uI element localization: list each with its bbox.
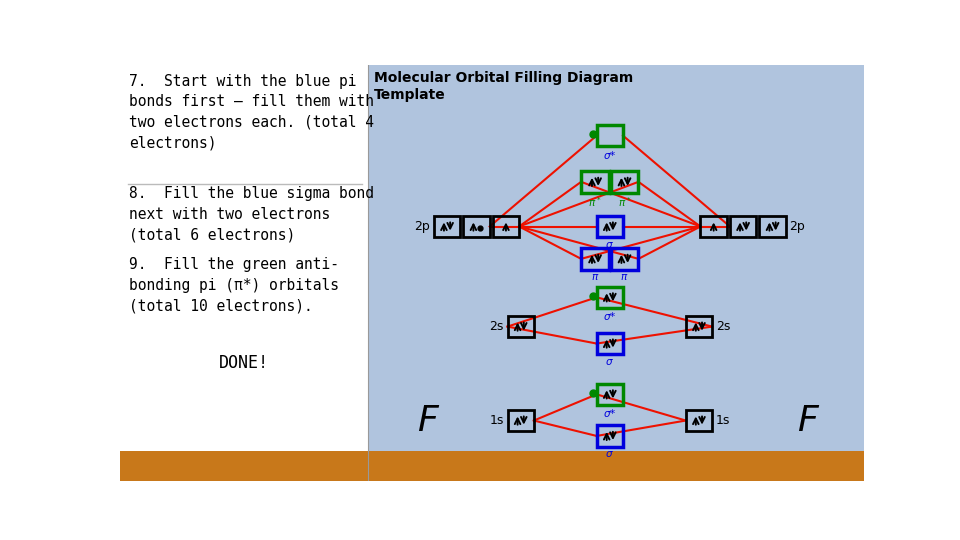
Text: 8.  Fill the blue sigma bond
next with two electrons
(total 6 electrons): 8. Fill the blue sigma bond next with tw… [130,186,374,242]
Text: $\pi$: $\pi$ [620,272,629,282]
Bar [685,410,712,431]
Bar [508,316,534,338]
Text: $\pi^*$: $\pi^*$ [617,195,632,209]
Text: $\sigma$: $\sigma$ [606,240,614,249]
Text: DONE!: DONE! [219,354,269,372]
Text: F: F [797,403,818,437]
Bar [730,215,756,237]
Text: Molecular Orbital Filling Diagram
Template: Molecular Orbital Filling Diagram Templa… [374,71,634,102]
Bar [611,171,638,193]
Text: $\sigma$*: $\sigma$* [603,408,616,420]
Text: $\sigma$*: $\sigma$* [603,310,616,322]
Bar [596,383,623,405]
Bar [492,215,519,237]
Bar [368,65,864,451]
Text: $\pi^*$: $\pi^*$ [588,195,602,209]
Bar [759,215,785,237]
Bar [434,215,460,237]
Bar [508,410,534,431]
Bar [581,248,609,269]
Text: 1s: 1s [490,414,504,427]
Bar [596,333,623,354]
Text: 2p: 2p [415,220,430,233]
Bar [611,248,638,269]
Bar [685,316,712,338]
Text: $\sigma$*: $\sigma$* [603,148,616,161]
Text: $\sigma$: $\sigma$ [606,356,614,367]
Bar [596,287,623,308]
Bar [120,65,368,451]
Text: $\sigma$: $\sigma$ [606,449,614,459]
Text: F: F [418,403,438,437]
Text: 2s: 2s [716,320,731,333]
Bar [701,215,727,237]
Bar [596,125,623,146]
Bar [596,215,623,237]
Text: 2p: 2p [789,220,805,233]
Text: 1s: 1s [716,414,731,427]
Text: 9.  Fill the green anti-
bonding pi (π*) orbitals
(total 10 electrons).: 9. Fill the green anti- bonding pi (π*) … [130,257,339,313]
Bar [581,171,609,193]
Bar [464,215,490,237]
Text: 2s: 2s [490,320,504,333]
Text: 7.  Start with the blue pi
bonds first – fill them with
two electrons each. (tot: 7. Start with the blue pi bonds first – … [130,74,374,150]
Bar [596,425,623,447]
Bar [120,451,864,481]
Text: $\pi$: $\pi$ [590,272,599,282]
